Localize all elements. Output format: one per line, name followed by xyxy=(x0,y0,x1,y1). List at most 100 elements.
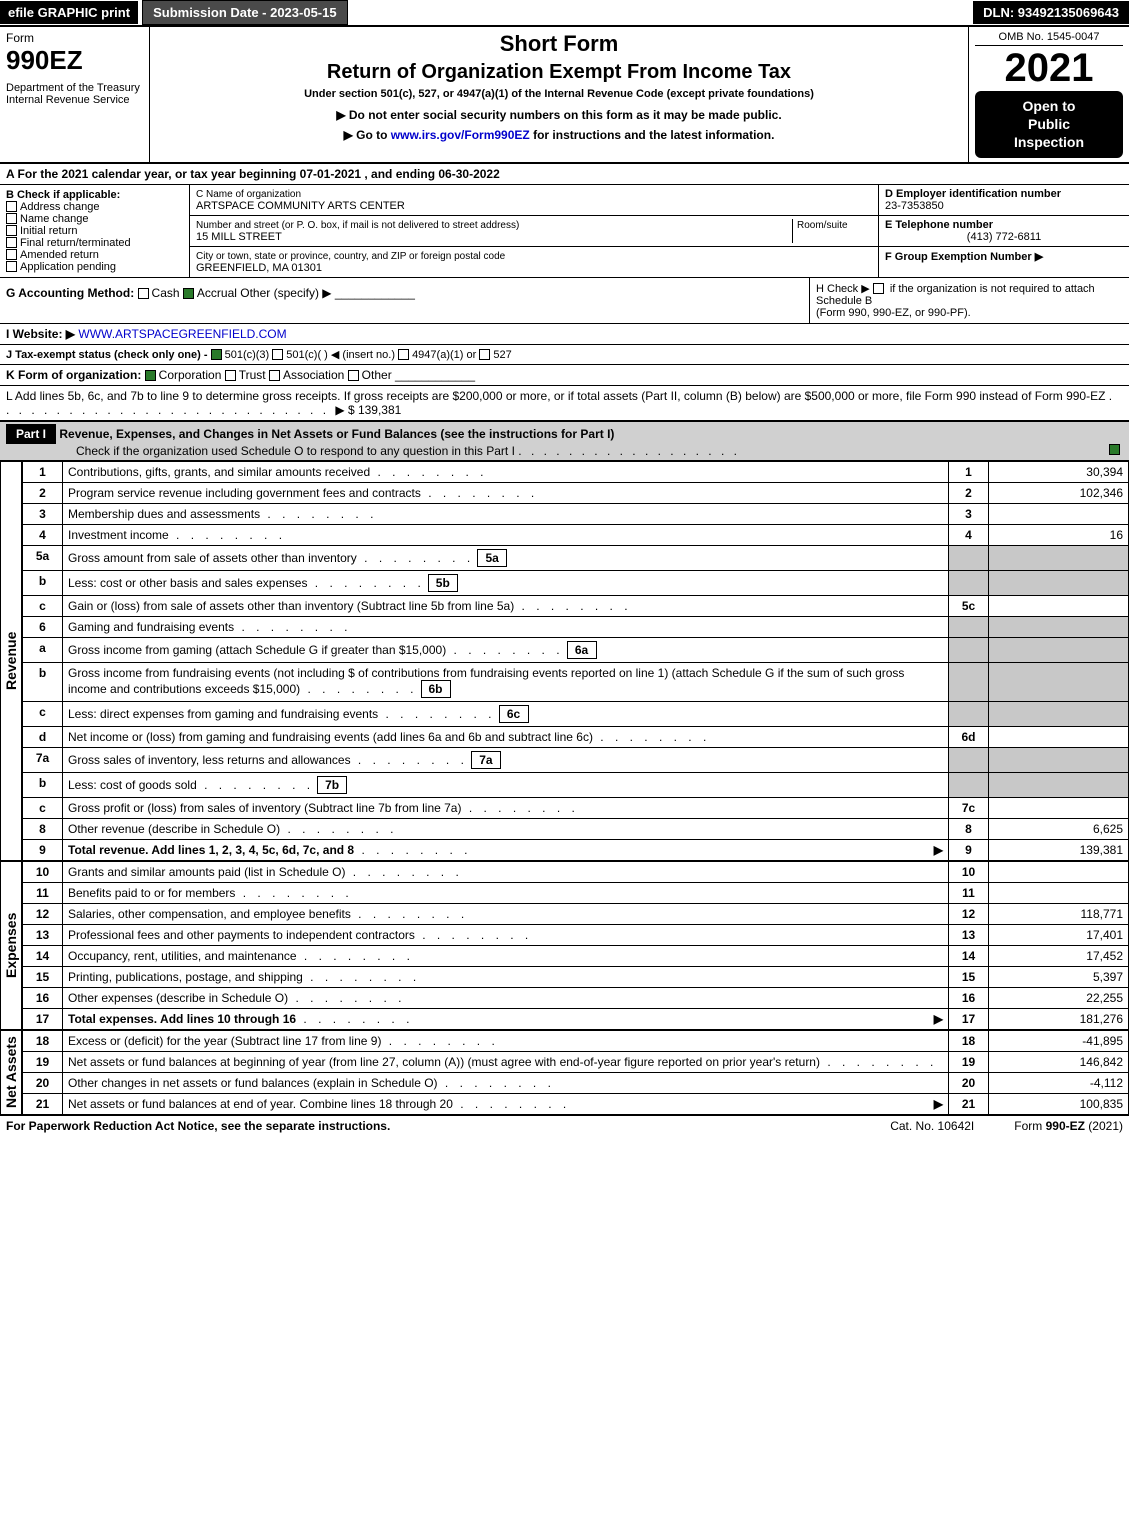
line-number: 18 xyxy=(23,1030,63,1051)
table-row: bLess: cost or other basis and sales exp… xyxy=(23,570,1129,595)
table-row: 16Other expenses (describe in Schedule O… xyxy=(23,987,1129,1008)
line-description: Gross income from fundraising events (no… xyxy=(63,662,949,701)
line-number: 20 xyxy=(23,1072,63,1093)
footer-right: Form 990-EZ (2021) xyxy=(1014,1119,1123,1133)
check-501c3[interactable] xyxy=(211,349,222,360)
line-amount: 118,771 xyxy=(989,903,1129,924)
line-j-label: J Tax-exempt status (check only one) - xyxy=(6,349,208,361)
line-amount xyxy=(989,662,1129,701)
line-description: Benefits paid to or for members . . . . … xyxy=(63,882,949,903)
line-number: 11 xyxy=(23,882,63,903)
check-527[interactable] xyxy=(479,349,490,360)
label-room: Room/suite xyxy=(797,220,848,231)
line-ref: 4 xyxy=(949,524,989,545)
website-link[interactable]: WWW.ARTSPACEGREENFIELD.COM xyxy=(78,327,286,341)
check-final-return[interactable]: Final return/terminated xyxy=(6,237,183,249)
line-number: 17 xyxy=(23,1008,63,1029)
line-ref xyxy=(949,662,989,701)
line-ref: 2 xyxy=(949,482,989,503)
part1-label: Part I xyxy=(6,424,56,444)
line-number: 9 xyxy=(23,839,63,860)
line-ref: 17 xyxy=(949,1008,989,1029)
form-number: 990EZ xyxy=(6,45,143,76)
check-corporation[interactable] xyxy=(145,370,156,381)
goto-link[interactable]: www.irs.gov/Form990EZ xyxy=(391,128,530,142)
line-g-label: G Accounting Method: xyxy=(6,286,134,300)
label-street: Number and street (or P. O. box, if mail… xyxy=(196,220,519,231)
line-ref: 21 xyxy=(949,1093,989,1114)
table-row: 1Contributions, gifts, grants, and simil… xyxy=(23,461,1129,482)
line-description: Gross income from gaming (attach Schedul… xyxy=(63,637,949,662)
check-address-change[interactable]: Address change xyxy=(6,201,183,213)
line-number: 4 xyxy=(23,524,63,545)
table-row: 4Investment income . . . . . . . .416 xyxy=(23,524,1129,545)
check-initial-return[interactable]: Initial return xyxy=(6,225,183,237)
footer-left: For Paperwork Reduction Act Notice, see … xyxy=(6,1119,390,1133)
irs-label: Internal Revenue Service xyxy=(6,94,143,106)
table-row: 21Net assets or fund balances at end of … xyxy=(23,1093,1129,1114)
line-amount: 100,835 xyxy=(989,1093,1129,1114)
efile-print-button[interactable]: efile GRAPHIC print xyxy=(0,1,138,24)
line-number: 10 xyxy=(23,861,63,882)
page-footer: For Paperwork Reduction Act Notice, see … xyxy=(0,1115,1129,1136)
check-trust[interactable] xyxy=(225,370,236,381)
table-row: 14Occupancy, rent, utilities, and mainte… xyxy=(23,945,1129,966)
line-ref: 5c xyxy=(949,595,989,616)
line-description: Professional fees and other payments to … xyxy=(63,924,949,945)
table-row: 15Printing, publications, postage, and s… xyxy=(23,966,1129,987)
check-accrual[interactable] xyxy=(183,288,194,299)
line-description: Program service revenue including govern… xyxy=(63,482,949,503)
sub-line-box: 7a xyxy=(471,751,501,769)
goto-link-row: ▶ Go to www.irs.gov/Form990EZ for instru… xyxy=(156,128,962,142)
line-k-label: K Form of organization: xyxy=(6,368,141,382)
expenses-section: Expenses 10Grants and similar amounts pa… xyxy=(0,861,1129,1030)
table-row: aGross income from gaming (attach Schedu… xyxy=(23,637,1129,662)
footer-center: Cat. No. 10642I xyxy=(890,1119,974,1133)
line-ref: 10 xyxy=(949,861,989,882)
check-schedule-b[interactable] xyxy=(873,283,884,294)
table-row: bLess: cost of goods sold . . . . . . . … xyxy=(23,772,1129,797)
check-application-pending[interactable]: Application pending xyxy=(6,261,183,273)
check-amended-return[interactable]: Amended return xyxy=(6,249,183,261)
line-l: L Add lines 5b, 6c, and 7b to line 9 to … xyxy=(0,386,1129,422)
tax-year: 2021 xyxy=(975,46,1123,91)
table-row: dNet income or (loss) from gaming and fu… xyxy=(23,726,1129,747)
check-501c[interactable] xyxy=(272,349,283,360)
line-ref xyxy=(949,545,989,570)
line-description: Less: cost of goods sold . . . . . . . .… xyxy=(63,772,949,797)
line-ref: 9 xyxy=(949,839,989,860)
line-j: J Tax-exempt status (check only one) - 5… xyxy=(0,345,1129,365)
table-row: 5aGross amount from sale of assets other… xyxy=(23,545,1129,570)
line-ref xyxy=(949,772,989,797)
line-k: K Form of organization: Corporation Trus… xyxy=(0,365,1129,386)
header-left: Form 990EZ Department of the Treasury In… xyxy=(0,27,150,162)
line-number: b xyxy=(23,662,63,701)
check-schedule-o[interactable] xyxy=(1109,444,1120,455)
line-ref xyxy=(949,747,989,772)
label-phone: E Telephone number xyxy=(885,219,993,231)
line-description: Other revenue (describe in Schedule O) .… xyxy=(63,818,949,839)
table-row: 6Gaming and fundraising events . . . . .… xyxy=(23,616,1129,637)
line-number: 19 xyxy=(23,1051,63,1072)
line-amount xyxy=(989,861,1129,882)
line-number: 13 xyxy=(23,924,63,945)
check-association[interactable] xyxy=(269,370,280,381)
line-number: 6 xyxy=(23,616,63,637)
line-amount: 5,397 xyxy=(989,966,1129,987)
line-ref xyxy=(949,637,989,662)
line-description: Gain or (loss) from sale of assets other… xyxy=(63,595,949,616)
line-ref: 7c xyxy=(949,797,989,818)
dln-number: DLN: 93492135069643 xyxy=(973,1,1129,24)
line-i-label: I Website: ▶ xyxy=(6,327,75,341)
check-name-change[interactable]: Name change xyxy=(6,213,183,225)
open-line2: Public xyxy=(1028,116,1070,132)
line-number: b xyxy=(23,772,63,797)
netassets-vlabel: Net Assets xyxy=(0,1030,22,1115)
check-4947[interactable] xyxy=(398,349,409,360)
line-g-h: G Accounting Method: Cash Accrual Other … xyxy=(0,278,1129,324)
line-amount xyxy=(989,595,1129,616)
line-number: 21 xyxy=(23,1093,63,1114)
line-ref: 18 xyxy=(949,1030,989,1051)
check-other-org[interactable] xyxy=(348,370,359,381)
check-cash[interactable] xyxy=(138,288,149,299)
